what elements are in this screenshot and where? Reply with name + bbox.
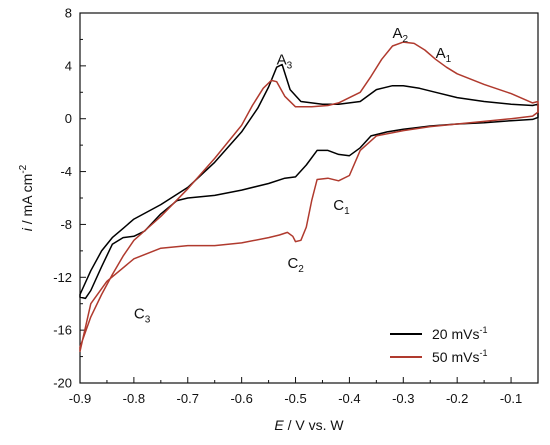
peak-label-c2: C2 — [287, 255, 304, 275]
peak-label-c3: C3 — [134, 305, 151, 325]
y-tick-label: 0 — [65, 111, 72, 126]
peak-label-letter: C — [134, 305, 145, 322]
x-tick-label: -0.3 — [392, 391, 414, 406]
series-line-0 — [79, 63, 539, 300]
x-tick-label: -0.1 — [500, 391, 522, 406]
y-tick-label: 4 — [65, 58, 72, 73]
y-tick-label: -12 — [53, 270, 72, 285]
peak-label-letter: C — [287, 255, 298, 272]
peak-label-a2: A2 — [393, 25, 409, 45]
y-tick-label: -16 — [53, 323, 72, 338]
x-tick-label: -0.7 — [177, 391, 199, 406]
y-tick-label: -20 — [53, 376, 72, 391]
x-axis-label: E / V vs. W — [274, 417, 344, 433]
peak-label-index: 2 — [298, 264, 304, 275]
peak-label-a3: A3 — [277, 52, 293, 72]
x-tick-label: -0.2 — [446, 391, 468, 406]
legend-label-superscript: -1 — [479, 325, 487, 335]
x-tick-label: -0.5 — [284, 391, 306, 406]
peak-label-index: 3 — [287, 61, 293, 72]
peak-label-a1: A1 — [436, 45, 452, 65]
peak-label-letter: C — [333, 197, 344, 214]
legend-label-text: 50 mVs — [432, 349, 479, 365]
peak-label-index: 1 — [344, 206, 350, 217]
y-tick-label: -4 — [60, 164, 72, 179]
x-tick-label: -0.4 — [338, 391, 360, 406]
peak-label-index: 3 — [145, 314, 151, 325]
series-line-1 — [79, 41, 539, 353]
x-tick-label: -0.9 — [69, 391, 91, 406]
peak-label-index: 1 — [446, 54, 452, 65]
y-axis-label-variable: i — [19, 227, 35, 231]
x-axis-label-unit: / V vs. W — [284, 417, 345, 433]
peak-label-letter: A — [393, 25, 403, 42]
x-tick-label: -0.6 — [230, 391, 252, 406]
y-axis-label-superscript: -2 — [18, 164, 29, 173]
legend-label-text: 20 mVs — [432, 326, 479, 342]
peak-label-index: 2 — [403, 34, 409, 45]
peak-label-letter: A — [436, 45, 446, 62]
legend-label-0: 20 mVs-1 — [432, 325, 487, 342]
legend-label-superscript: -1 — [479, 348, 487, 358]
y-tick-label: -8 — [60, 217, 72, 232]
legend: 20 mVs-150 mVs-1 — [390, 325, 487, 365]
y-tick-label: 8 — [65, 6, 72, 21]
x-tick-label: -0.8 — [123, 391, 145, 406]
legend-label-1: 50 mVs-1 — [432, 348, 487, 365]
peak-label-letter: A — [277, 52, 287, 69]
y-axis-label-unit: / mA cm — [19, 174, 35, 228]
y-axis-label: i / mA cm-2 — [18, 164, 35, 231]
axis-layer: -0.9 -0.8 -0.7 -0.6 -0.5 -0.4 -0.3 -0.2 -0.1-20-… — [18, 6, 539, 433]
peak-label-c1: C1 — [333, 197, 350, 217]
x-axis-label-variable: E — [274, 417, 284, 433]
series-layer — [79, 41, 539, 353]
